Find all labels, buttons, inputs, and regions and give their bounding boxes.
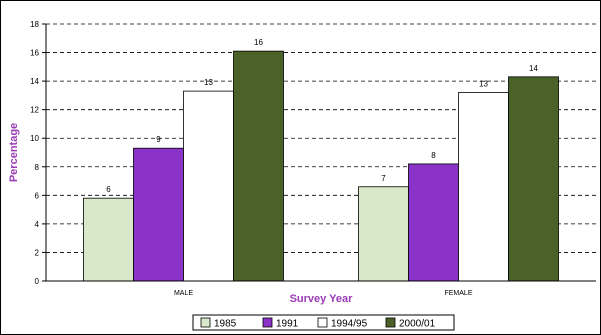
y-tick-label: 6	[35, 191, 40, 200]
y-tick-label: 0	[35, 277, 40, 286]
legend-label: 1991	[276, 319, 299, 330]
bars	[83, 50, 559, 282]
y-tick-label: 18	[30, 20, 39, 29]
bar	[458, 92, 509, 282]
legend: 1985 1991 1994/95 2000/01	[192, 314, 455, 331]
category-label: FEMALE	[444, 290, 472, 297]
data-label: 7	[381, 174, 386, 183]
bar	[133, 147, 184, 282]
data-label: 16	[254, 38, 263, 47]
category-label: MALE	[174, 290, 193, 297]
y-tick-label: 2	[35, 248, 40, 257]
x-axis-title: Survey Year	[290, 293, 354, 305]
bar	[233, 50, 284, 282]
legend-label: 2000/01	[399, 319, 436, 330]
bar	[508, 76, 559, 282]
bar	[83, 197, 134, 282]
y-tick-label: 14	[30, 77, 39, 86]
bar	[358, 186, 409, 282]
y-tick-label: 8	[35, 163, 40, 172]
y-tick-label: 16	[30, 49, 39, 58]
legend-swatch	[317, 317, 328, 328]
data-labels: 6 9 13 16 7 8 13 14	[106, 38, 538, 194]
legend-swatch	[262, 317, 273, 328]
y-tick-label: 10	[30, 134, 39, 143]
legend-swatch	[385, 317, 396, 328]
bar	[183, 90, 234, 282]
data-label: 14	[529, 64, 538, 73]
bar	[408, 163, 459, 282]
y-tick-label: 12	[30, 106, 39, 115]
y-tick-label: 4	[35, 220, 40, 229]
legend-label: 1985	[214, 319, 237, 330]
y-axis-ticks: 0 2 4 6 8 10 12 14 16 18	[30, 20, 46, 286]
data-label: 6	[106, 185, 111, 194]
legend-swatch	[200, 317, 211, 328]
data-label: 8	[431, 151, 436, 160]
y-axis-title: Percentage	[8, 123, 20, 182]
category-labels: MALE FEMALE	[174, 290, 473, 297]
data-label: 9	[156, 135, 161, 144]
data-label: 13	[479, 80, 488, 89]
data-label: 13	[204, 78, 213, 87]
legend-label: 1994/95	[331, 319, 368, 330]
